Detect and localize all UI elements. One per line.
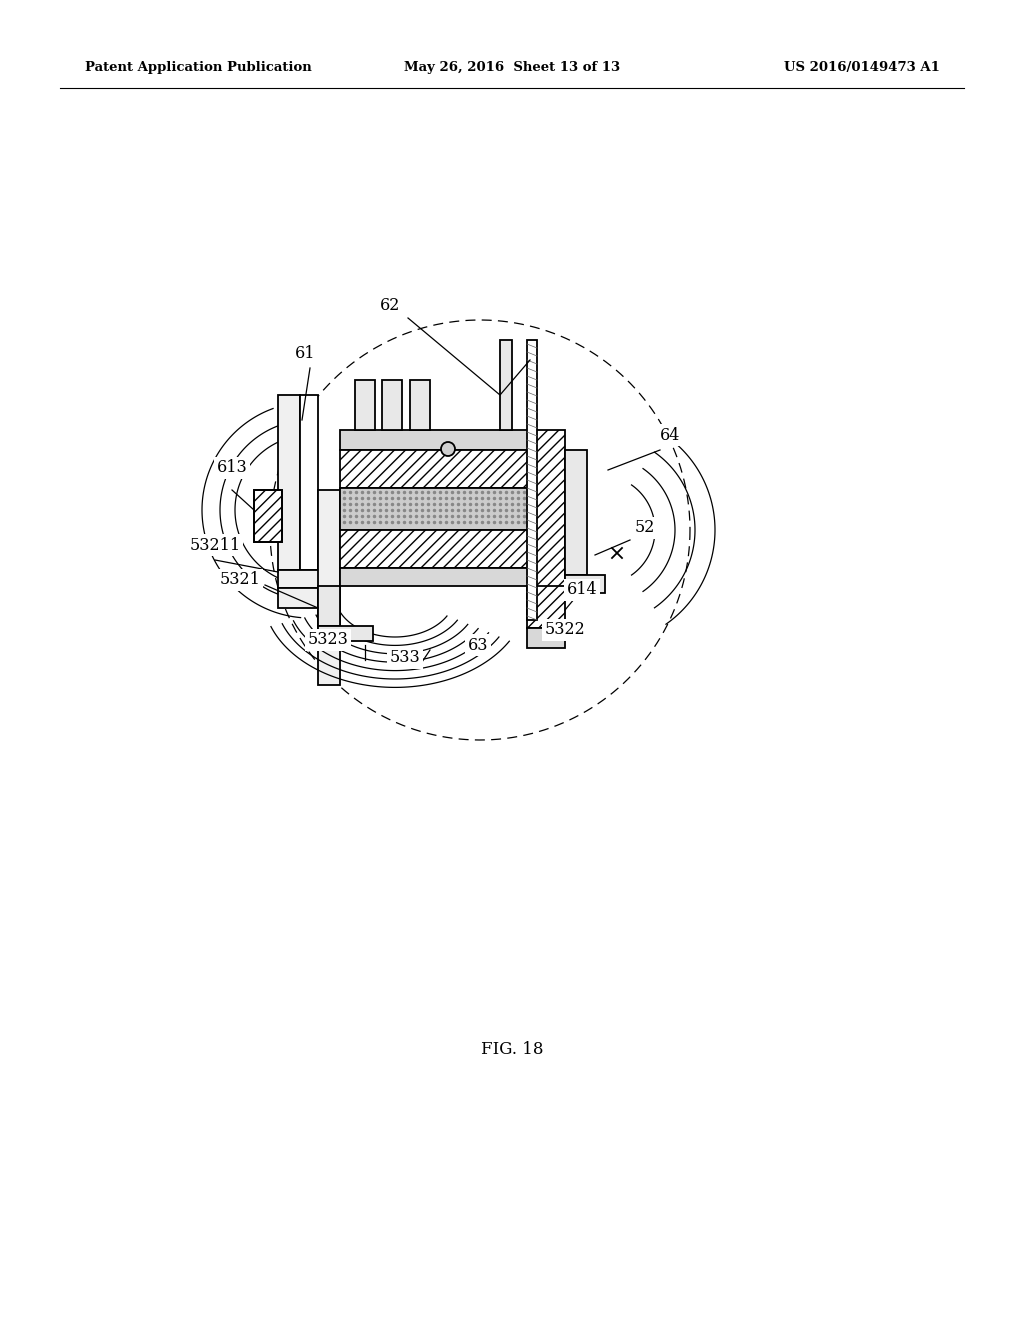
Circle shape [441, 442, 455, 455]
Bar [318, 626, 373, 642]
Text: May 26, 2016  Sheet 13 of 13: May 26, 2016 Sheet 13 of 13 [403, 62, 621, 74]
Bar [254, 490, 282, 543]
Text: 53211: 53211 [189, 536, 241, 553]
Bar [500, 341, 512, 430]
Bar [527, 586, 565, 628]
Text: 5321: 5321 [219, 572, 260, 589]
Text: FIG. 18: FIG. 18 [480, 1041, 544, 1059]
Bar [382, 380, 402, 430]
Bar [340, 450, 535, 488]
Bar [527, 341, 537, 620]
Bar [410, 380, 430, 430]
Text: 614: 614 [566, 582, 597, 598]
Bar [318, 586, 340, 626]
Bar [340, 531, 535, 568]
Bar [278, 570, 333, 587]
Bar [300, 395, 318, 570]
Text: US 2016/0149473 A1: US 2016/0149473 A1 [784, 62, 940, 74]
Bar [254, 490, 282, 543]
Text: 62: 62 [380, 297, 400, 314]
Bar [340, 430, 535, 450]
Bar [565, 576, 605, 593]
Bar [355, 380, 375, 430]
Text: Patent Application Publication: Patent Application Publication [85, 62, 311, 74]
Bar [278, 587, 318, 609]
Text: 613: 613 [217, 459, 248, 477]
Text: 64: 64 [659, 426, 680, 444]
Bar [565, 450, 587, 576]
Bar [527, 628, 565, 648]
Bar [278, 395, 300, 570]
Text: 5322: 5322 [545, 622, 586, 639]
Bar [318, 490, 340, 685]
Bar [340, 488, 535, 531]
Bar [340, 568, 535, 586]
Text: 61: 61 [295, 345, 315, 362]
Text: 52: 52 [635, 520, 655, 536]
Bar [535, 430, 565, 590]
Text: 63: 63 [468, 636, 488, 653]
Text: 533: 533 [389, 649, 421, 667]
Text: 5323: 5323 [307, 631, 348, 648]
